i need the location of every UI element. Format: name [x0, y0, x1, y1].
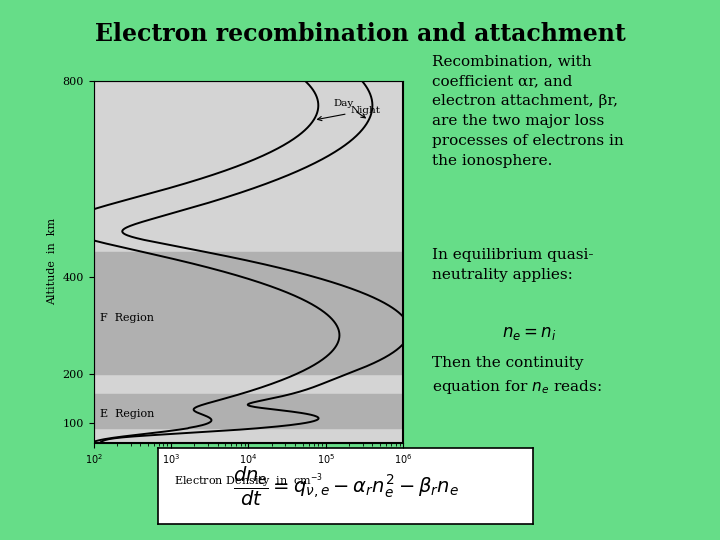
- Text: Night: Night: [318, 106, 380, 120]
- X-axis label: Electron Density  in  cm$^{-3}$: Electron Density in cm$^{-3}$: [174, 472, 323, 490]
- Text: $n_e = n_i$: $n_e = n_i$: [502, 324, 557, 342]
- Text: E  Region: E Region: [100, 409, 154, 420]
- Bar: [94, 394, 403, 428]
- Text: Electron recombination and attachment: Electron recombination and attachment: [94, 22, 626, 45]
- Y-axis label: Altitude  in  km: Altitude in km: [47, 218, 57, 306]
- Text: Day: Day: [333, 98, 365, 118]
- Text: Then the continuity
equation for $n_e$ reads:: Then the continuity equation for $n_e$ r…: [432, 356, 602, 395]
- Bar: [94, 252, 403, 374]
- Text: $\dfrac{dn_e}{dt} = q_{\nu,e} - \alpha_r n_e^2 - \beta_r n_e$: $\dfrac{dn_e}{dt} = q_{\nu,e} - \alpha_r…: [233, 464, 459, 508]
- Text: Recombination, with
coefficient αr, and
electron attachment, βr,
are the two maj: Recombination, with coefficient αr, and …: [432, 54, 624, 168]
- Text: F  Region: F Region: [100, 313, 154, 323]
- Text: In equilibrium quasi-
neutrality applies:: In equilibrium quasi- neutrality applies…: [432, 248, 593, 282]
